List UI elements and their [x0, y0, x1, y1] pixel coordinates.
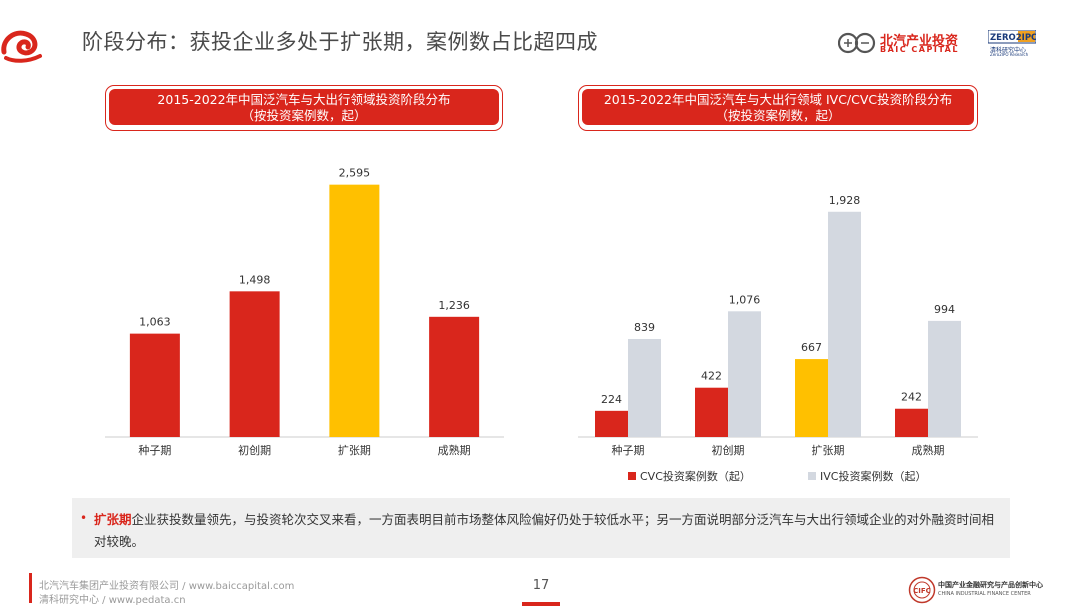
left-x-tick-1: 种子期: [138, 443, 171, 457]
left-chart-title-box: 2015-2022年中国泛汽车与大出行领域投资阶段分布 （按投资案例数，起）: [105, 85, 503, 131]
footer-accent-bar: [29, 573, 32, 603]
zero2ipo-logo-text: ZERO2IPO: [990, 33, 1036, 43]
right-ivc-value-1: 839: [634, 321, 655, 334]
right-chart-title-box: 2015-2022年中国泛汽车与大出行领域 IVC/CVC投资阶段分布 （按投资…: [578, 85, 978, 131]
baic-logo-en: BAIC CAPITAL: [880, 45, 959, 54]
svg-text:CIFC: CIFC: [913, 587, 931, 595]
left-bar-1: [129, 333, 180, 437]
footer-source-1: 北汽汽车集团产业投资有限公司 / www.baiccapital.com: [39, 581, 295, 592]
left-chart-title-line2: （按投资案例数，起）: [241, 108, 367, 123]
right-x-tick-2: 初创期: [712, 443, 745, 457]
baic-emblem-icon: [838, 32, 876, 54]
legend-ivc-label: IVC投资案例数（起）: [820, 469, 926, 483]
zero2ipo-logo-en: Zero2IPO Research: [990, 52, 1029, 57]
note-box: [72, 498, 1010, 558]
page-title: 阶段分布：获投企业多处于扩张期，案例数占比超四成: [82, 30, 598, 54]
right-cvc-value-2: 422: [701, 370, 722, 383]
right-cvc-bar-2: [695, 387, 728, 437]
left-bar-value-2: 1,498: [239, 273, 271, 286]
legend-cvc-label: CVC投资案例数（起）: [640, 469, 751, 483]
right-ivc-bar-1: [628, 338, 661, 437]
right-x-tick-4: 成熟期: [912, 443, 945, 457]
right-ivc-bar-3: [828, 211, 861, 437]
zero2ipo-logo: ZERO2IPO: [988, 30, 1036, 44]
right-ivc-value-3: 1,928: [829, 194, 861, 207]
right-ivc-value-4: 994: [934, 303, 955, 316]
legend-ivc-swatch: [808, 472, 816, 480]
right-cvc-value-3: 667: [801, 341, 822, 354]
right-x-tick-3: 扩张期: [812, 443, 845, 457]
right-cvc-bar-4: [895, 408, 928, 437]
note-bullet: •: [80, 511, 88, 525]
page-number-underline: [522, 602, 560, 606]
zero2ipo-logo-cn: 清科研究中心: [990, 47, 1027, 54]
left-bar-2: [229, 291, 280, 437]
right-chart-title-line1: 2015-2022年中国泛汽车与大出行领域 IVC/CVC投资阶段分布: [603, 92, 953, 107]
left-bar-value-1: 1,063: [139, 316, 171, 329]
footer-source-2: 清科研究中心 / www.pedata.cn: [39, 595, 186, 606]
brand-swirl-logo: [1, 30, 42, 63]
right-ivc-bar-2: [728, 311, 761, 437]
left-chart-title: 2015-2022年中国泛汽车与大出行领域投资阶段分布 （按投资案例数，起）: [109, 89, 499, 125]
left-x-tick-3: 扩张期: [338, 443, 371, 457]
page-number: 17: [532, 578, 550, 593]
cifc-name-en: CHINA INDUSTRIAL FINANCE CENTER: [938, 591, 1031, 597]
right-x-tick-1: 种子期: [612, 443, 645, 457]
cifc-name-cn: 中国产业金融研究与产品创新中心: [938, 581, 1043, 589]
right-cvc-value-1: 224: [601, 393, 622, 406]
left-bar-value-4: 1,236: [438, 299, 470, 312]
note-text: 扩张期企业获投数量领先，与投资轮次交叉来看，一方面表明目前市场整体风险偏好仍处于…: [94, 509, 1006, 553]
legend-cvc-swatch: [628, 472, 636, 480]
right-cvc-bar-1: [595, 410, 628, 437]
left-bar-3: [329, 184, 380, 437]
left-bar-value-3: 2,595: [339, 167, 371, 180]
left-bar-4: [429, 316, 480, 437]
cifc-seal-icon: CIFC: [908, 576, 936, 604]
note-body: 企业获投数量领先，与投资轮次交叉来看，一方面表明目前市场整体风险偏好仍处于较低水…: [94, 512, 995, 549]
right-chart-title-line2: （按投资案例数，起）: [715, 108, 841, 123]
right-ivc-bar-4: [928, 320, 961, 437]
baic-logo-cn: 北汽产业投资: [880, 34, 959, 49]
note-highlight: 扩张期: [94, 512, 132, 527]
left-chart-title-line1: 2015-2022年中国泛汽车与大出行领域投资阶段分布: [157, 92, 451, 107]
right-cvc-bar-3: [795, 359, 828, 437]
right-cvc-value-4: 242: [901, 391, 922, 404]
left-x-tick-2: 初创期: [238, 443, 271, 457]
left-x-tick-4: 成熟期: [438, 443, 471, 457]
right-ivc-value-2: 1,076: [729, 293, 761, 306]
right-chart-title: 2015-2022年中国泛汽车与大出行领域 IVC/CVC投资阶段分布 （按投资…: [582, 89, 974, 125]
